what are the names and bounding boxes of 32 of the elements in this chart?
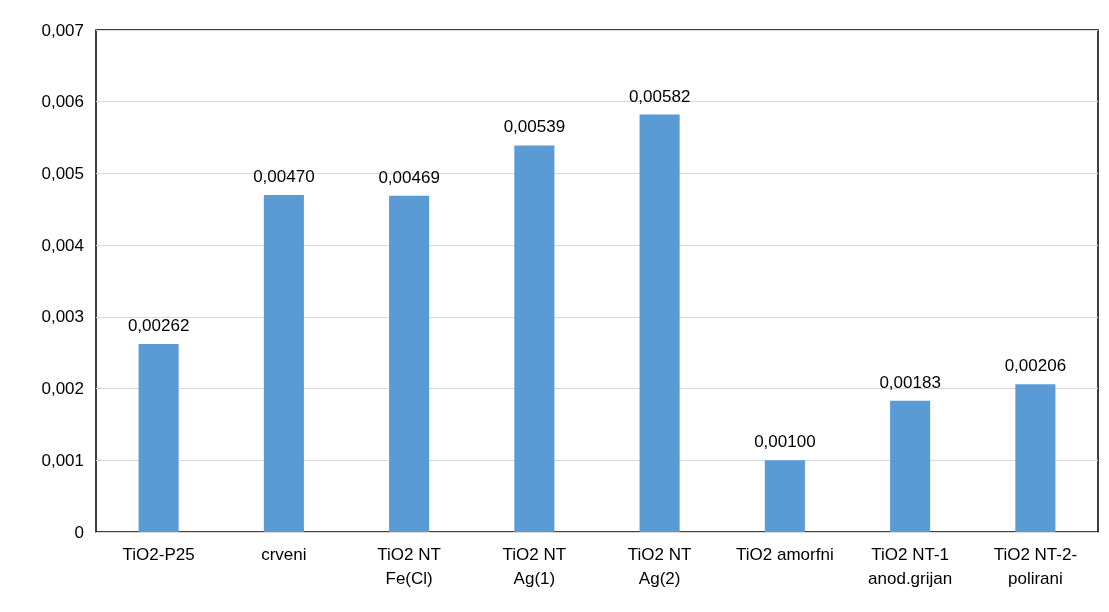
x-tick-label: TiO2 amorfni [736,544,834,564]
x-tick-label: TiO2 NT-2- polirani [993,544,1078,588]
x-tick-label: crveni [261,544,307,564]
y-tick-label: 0,006 [41,92,84,112]
y-tick-label: 0,002 [41,379,84,399]
y-tick-label: 0,003 [41,307,84,327]
x-tick-label: TiO2-P25 [122,544,195,564]
bar [1015,384,1056,532]
bar [639,114,680,532]
x-tick-label: TiO2 NT Ag(2) [627,544,692,588]
data-label: 0,00469 [378,167,440,187]
data-label: 0,00206 [1004,356,1067,376]
bar [890,400,931,532]
data-label: 0,00262 [127,316,190,336]
y-tick-label: 0,005 [41,163,84,183]
data-label: 0,00183 [879,372,941,392]
data-label: 0,00100 [754,432,816,452]
x-tick-label: TiO2 NT Ag(1) [502,544,567,588]
bar [764,460,805,532]
y-tick-label: 0 [74,522,84,542]
y-tick-label: 0,007 [41,20,84,40]
data-label: 0,00582 [628,86,691,106]
bar [389,195,430,532]
data-label: 0,00470 [253,166,315,186]
y-tick-label: 0,004 [41,235,84,255]
bar [138,344,179,532]
bar [514,145,555,532]
data-label: 0,00539 [503,117,566,137]
y-tick-label: 0,001 [41,450,84,470]
x-tick-label: TiO2 NT-1 anod.grijan [868,544,953,588]
x-tick-label: TiO2 NT Fe(Cl) [377,544,441,588]
bar [263,194,304,532]
